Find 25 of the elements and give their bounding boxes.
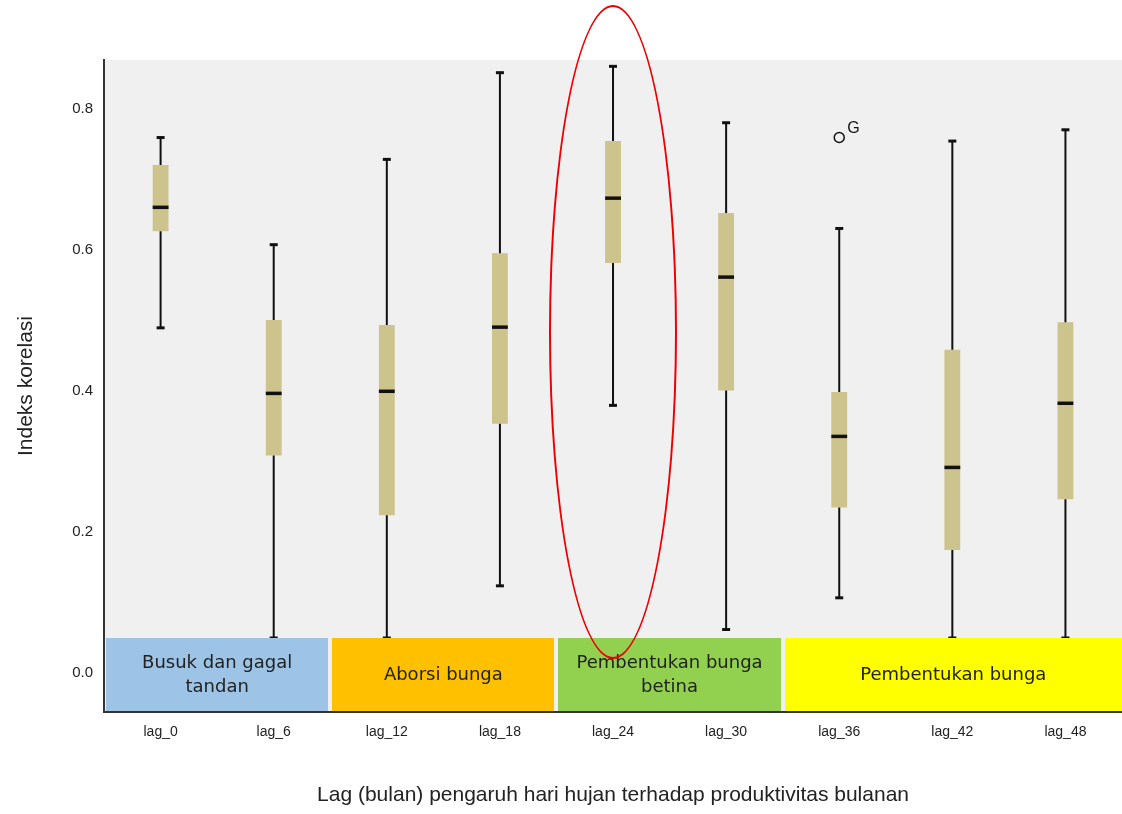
x-tick-label: lag_6 xyxy=(256,723,292,740)
annotation: Pembentukan bunga xyxy=(860,662,1047,687)
y-axis-title: Indeks korelasi xyxy=(13,315,37,457)
annotation: Busuk dan gagal tandan xyxy=(141,650,294,699)
x-tick-label: lag_36 xyxy=(818,723,861,740)
x-tick-label: lag_24 xyxy=(592,723,635,740)
label-panel: Pembentukan bunga xyxy=(784,638,1122,711)
y-tick-label: 0.2 xyxy=(72,522,94,540)
label-panel: Pembentukan bunga betina xyxy=(558,638,781,711)
x-axis-title: Lag (bulan) pengaruh hari hujan terhadap produktivitas bulanan xyxy=(317,782,909,806)
y-tick-label: 0.6 xyxy=(72,240,94,258)
x-tick-label: lag_12 xyxy=(365,723,409,740)
x-tick-label: lag_18 xyxy=(478,723,522,740)
y-tick-label: 0.8 xyxy=(72,99,94,117)
x-tick-label: lag_0 xyxy=(143,723,178,740)
x-tick-label: lag_30 xyxy=(705,723,748,740)
annotation: Pembentukan bunga betina xyxy=(575,650,764,699)
annotation: Aborsi bunga xyxy=(383,662,503,687)
x-tick-label: lag_42 xyxy=(931,723,974,740)
x-tick-label: lag_48 xyxy=(1044,723,1087,740)
y-tick-label: 0.4 xyxy=(72,381,94,399)
annotation: G xyxy=(847,118,860,136)
label-panel: Aborsi bunga xyxy=(332,638,555,711)
y-tick-label: 0.0 xyxy=(72,663,94,681)
label-panel: Busuk dan gagal tandan xyxy=(106,638,329,711)
